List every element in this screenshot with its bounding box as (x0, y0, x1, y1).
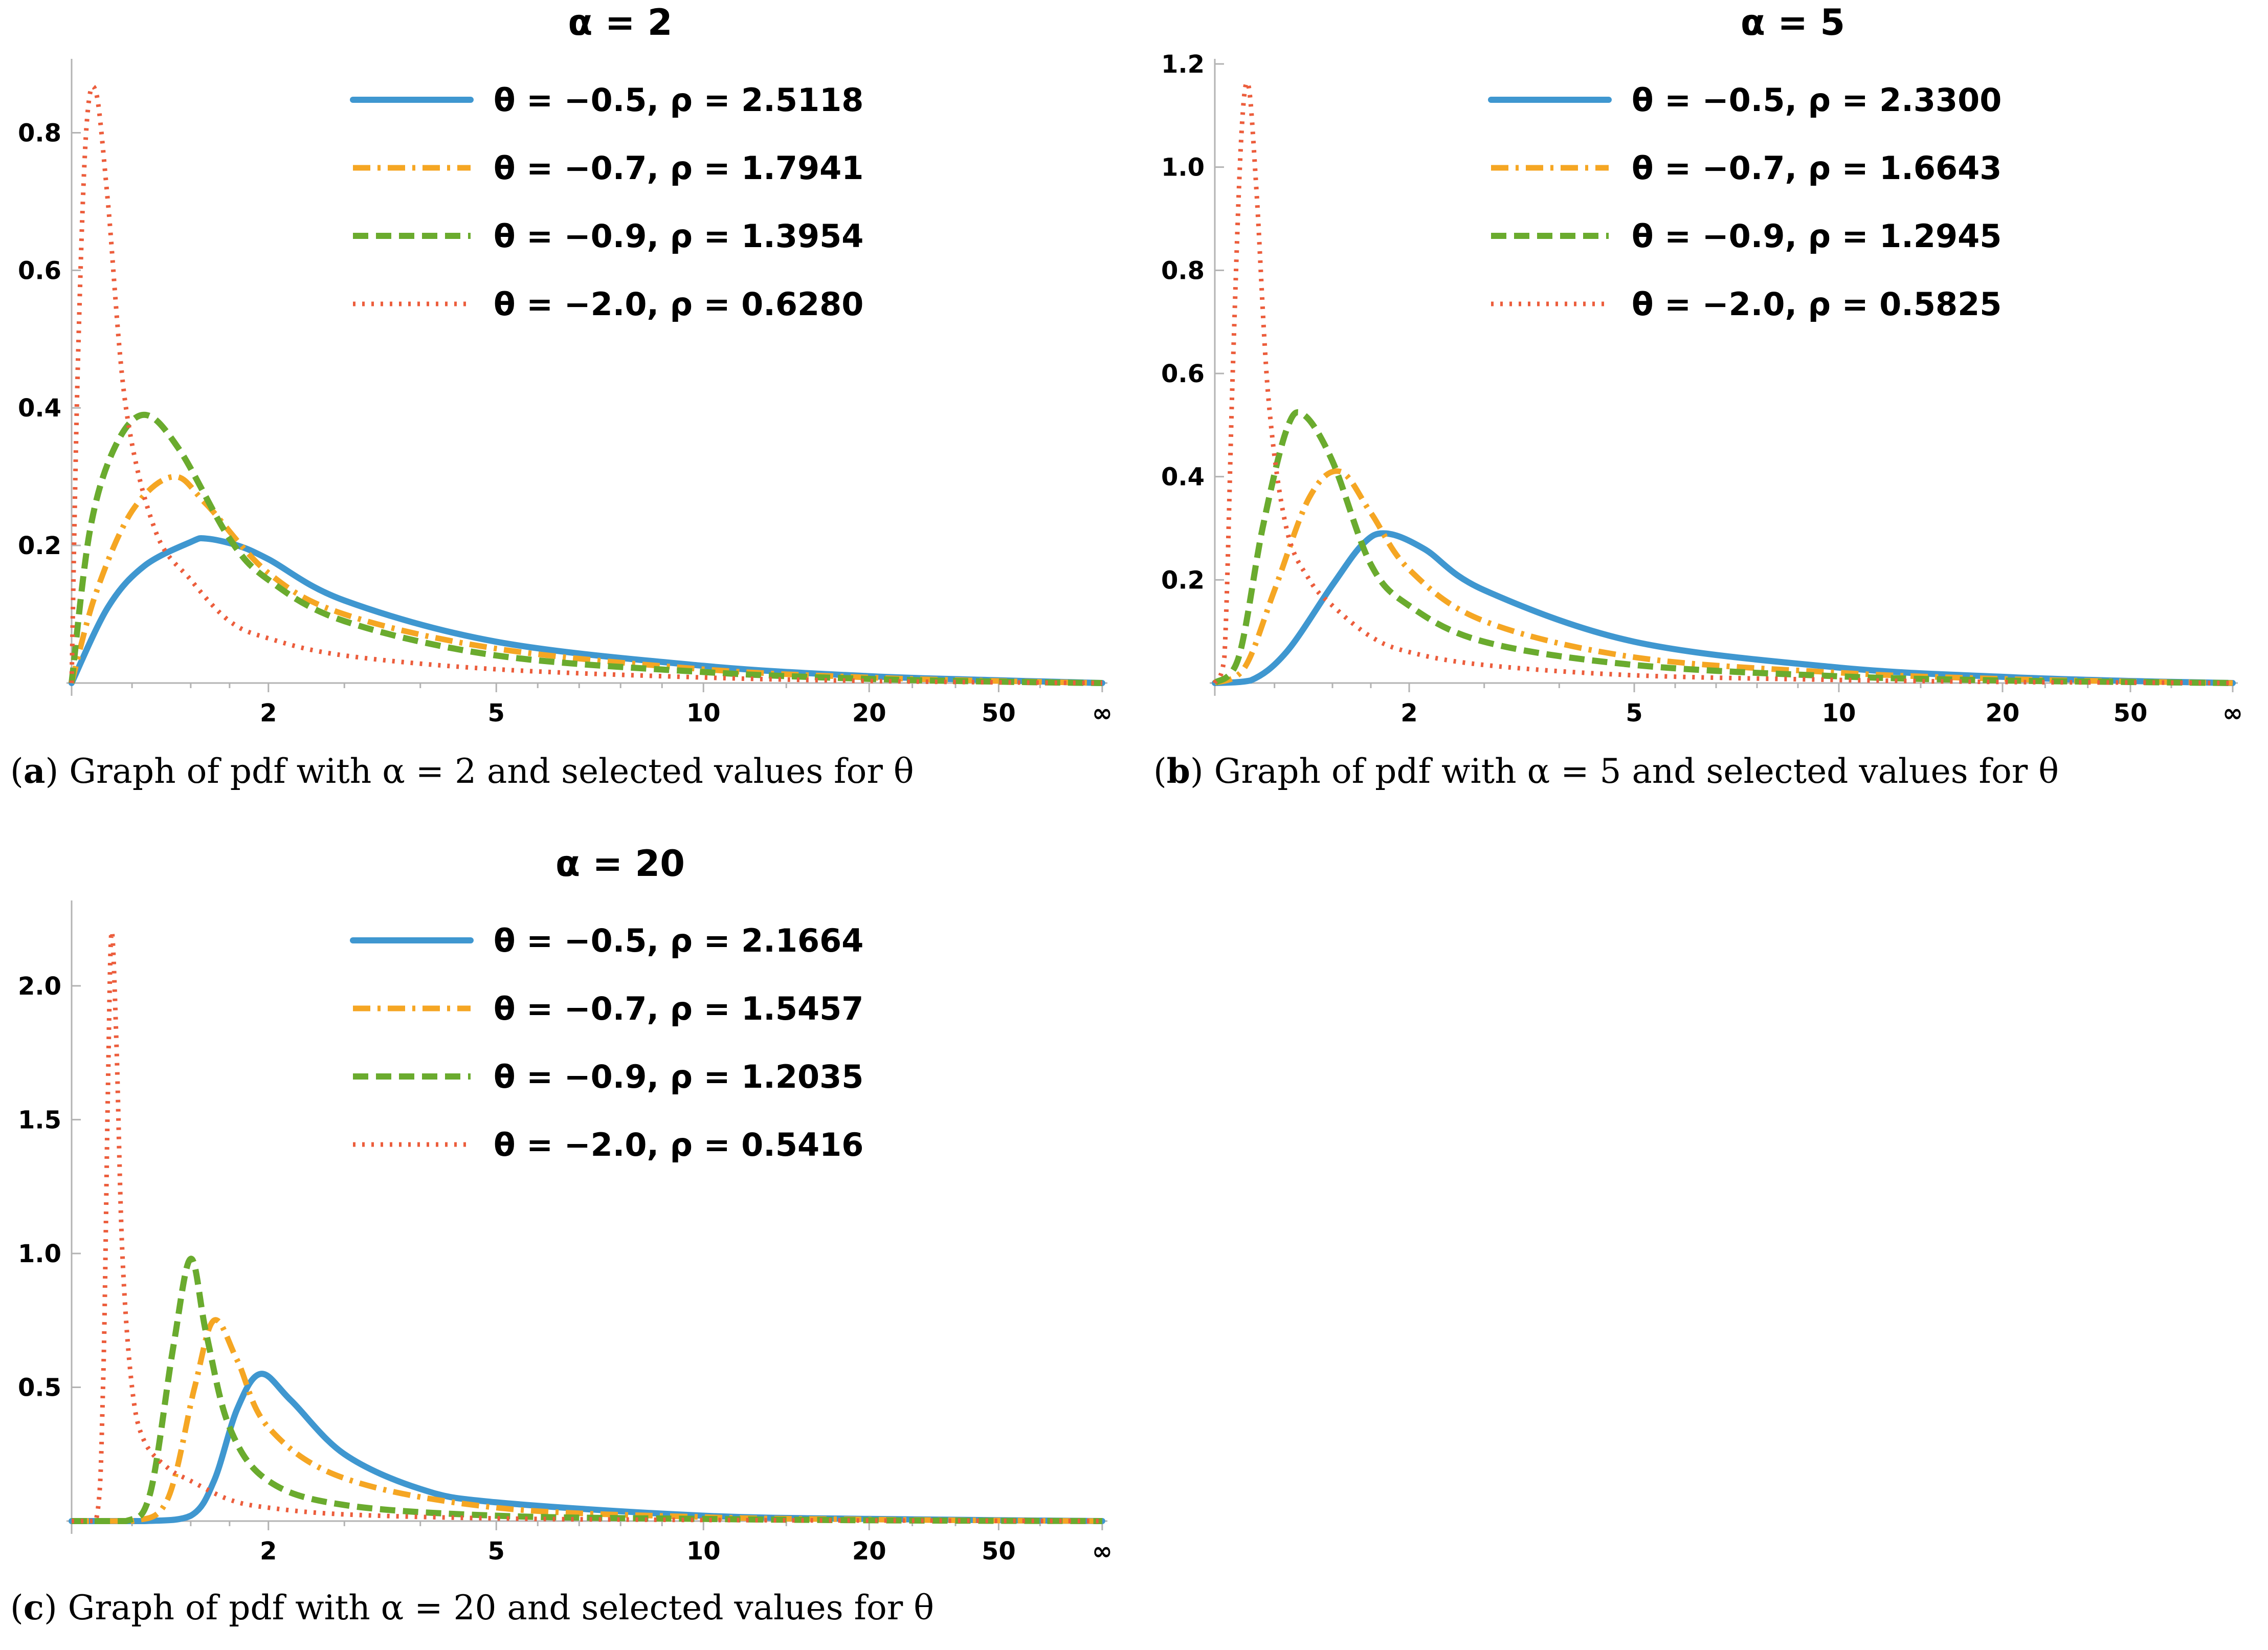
y-tick-label: 0.5 (18, 1373, 61, 1402)
x-tick-label: 20 (1986, 699, 2020, 728)
legend-label: θ = −0.7, ρ = 1.7941 (494, 149, 863, 187)
x-tick-label: 2 (1400, 699, 1417, 728)
x-tick-label: 5 (1626, 699, 1642, 728)
y-tick-label: 1.0 (18, 1240, 61, 1268)
x-tick-label: 10 (686, 699, 721, 728)
series-line-orange (72, 1317, 1102, 1524)
y-tick-label: 0.8 (18, 119, 61, 147)
series-line-green (1212, 409, 2233, 686)
legend-label: θ = −0.5, ρ = 2.5118 (494, 81, 863, 119)
y-tick-label: 0.6 (18, 256, 61, 285)
figure-caption: (a) Graph of pdf with α = 2 and selected… (10, 751, 914, 791)
x-tick-label: 5 (488, 1537, 505, 1566)
legend: θ = −0.5, ρ = 2.5118 θ = −0.7, ρ = 1.7941… (350, 81, 863, 323)
x-tick-label: ∞ (1092, 1537, 1113, 1566)
y-tick-label: 0.6 (1161, 360, 1205, 388)
x-tick-label: 5 (488, 699, 505, 728)
x-tick-label: 50 (982, 699, 1016, 728)
chart-title: α = 20 (555, 843, 685, 885)
chart-title: α = 2 (568, 2, 672, 43)
y-tick-label: 1.2 (1161, 50, 1205, 79)
y-tick-label: 1.0 (1161, 153, 1205, 182)
series-line-red (1212, 80, 2233, 686)
legend-label: θ = −0.9, ρ = 1.2945 (1632, 217, 2002, 255)
legend-label: θ = −0.5, ρ = 2.3300 (1632, 81, 2002, 119)
figure-caption: (c) Graph of pdf with α = 20 and selecte… (10, 1588, 934, 1627)
y-tick-label: 0.2 (18, 532, 61, 560)
chart-panel-c: 2 5 10 20 50 ∞ 0.5 1.0 1.5 2.0 α = 20 θ = −0.5, ρ =… (10, 843, 1113, 1627)
legend-label: θ = −0.9, ρ = 1.3954 (494, 217, 863, 255)
x-tick-label: 50 (2114, 699, 2148, 728)
legend-label: θ = −0.7, ρ = 1.5457 (494, 990, 863, 1027)
chart-panel-a: 2 5 10 20 50 ∞ 0.2 0.4 0.6 0.8 α = 2 θ = −0.5, ρ = … (10, 2, 1113, 791)
chart-title: α = 5 (1741, 2, 1845, 43)
chart-panel-b: 2 5 10 20 50 ∞ 0.2 0.4 0.6 0.8 1.0 1.2 α = 5 θ = −0.5… (1153, 2, 2243, 791)
series-line-red (72, 929, 1102, 1524)
legend-label: θ = −2.0, ρ = 0.5825 (1632, 285, 2002, 323)
legend-label: θ = −0.9, ρ = 1.2035 (494, 1058, 863, 1095)
x-tick-label: 2 (260, 1537, 277, 1566)
x-tick-label: 20 (852, 699, 886, 728)
x-tick-label: 2 (260, 699, 277, 728)
legend-label: θ = −0.7, ρ = 1.6643 (1632, 149, 2002, 187)
legend-label: θ = −0.5, ρ = 2.1664 (494, 922, 863, 959)
x-tick-label: 10 (1822, 699, 1856, 728)
y-tick-label: 2.0 (18, 972, 61, 1001)
x-tick-label: ∞ (2222, 699, 2243, 728)
y-tick-label: 0.4 (1161, 463, 1205, 492)
series-line-orange (1213, 468, 2233, 686)
figure-caption: (b) Graph of pdf with α = 5 and selected… (1153, 751, 2059, 791)
legend-label: θ = −2.0, ρ = 0.5416 (494, 1126, 863, 1163)
x-tick-label: 20 (852, 1537, 886, 1566)
x-tick-label: 10 (686, 1537, 721, 1566)
legend-label: θ = −2.0, ρ = 0.6280 (494, 285, 863, 323)
y-tick-label: 0.4 (18, 394, 61, 423)
y-tick-label: 0.2 (1161, 566, 1205, 595)
series-line-blue (69, 1371, 1105, 1525)
y-tick-label: 1.5 (18, 1106, 61, 1134)
series-line-green (69, 411, 1102, 686)
legend: θ = −0.5, ρ = 2.3300 θ = −0.7, ρ = 1.6643… (1488, 81, 2002, 323)
series-line-green (72, 1256, 1102, 1524)
y-tick-label: 0.8 (1161, 256, 1205, 285)
legend: θ = −0.5, ρ = 2.1664 θ = −0.7, ρ = 1.5457… (350, 922, 863, 1163)
x-tick-label: ∞ (1092, 699, 1113, 728)
x-tick-label: 50 (982, 1537, 1016, 1566)
series-line-blue (1212, 530, 2236, 686)
